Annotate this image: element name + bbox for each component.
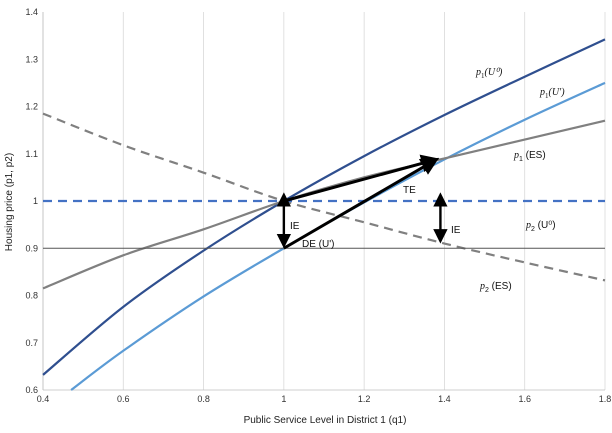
y-tick-label: 0.8 <box>25 291 38 301</box>
label-p2-ES-sub: 2 <box>485 287 489 294</box>
y-tick-label: 1.1 <box>25 149 38 159</box>
label-p2-U0-arg: (U⁰) <box>535 220 556 231</box>
label-IE-left: IE <box>290 221 300 232</box>
label-p2-ES-arg: (ES) <box>489 281 512 292</box>
label-p2-ES-main: p <box>479 281 485 292</box>
x-tick-label: 1.2 <box>358 394 371 404</box>
label-p2-U0-sub: 2 <box>531 226 535 233</box>
label-p1-Uprime: p1(U′) <box>539 87 565 100</box>
x-tick-label: 0.8 <box>197 394 210 404</box>
y-tick-label: 1.4 <box>25 7 38 17</box>
label-p1-Uprime-sub: 1 <box>545 92 549 100</box>
x-tick-label: 0.6 <box>117 394 130 404</box>
label-p1-ES-arg: (ES) <box>523 150 546 161</box>
y-tick-label: 1.3 <box>25 54 38 64</box>
label-p1-U0-main: p <box>475 67 481 78</box>
label-p1-Uprime-main: p <box>539 87 545 98</box>
label-p1-ES: p1 (ES) <box>513 150 546 163</box>
arrow-layer <box>276 154 448 250</box>
y-tick-label: 0.6 <box>25 385 38 395</box>
x-tick-label: 1 <box>281 394 286 404</box>
label-p2-U0-main: p <box>525 220 531 231</box>
x-tick-label: 0.4 <box>37 394 50 404</box>
series-line-p2-es- <box>42 112 606 282</box>
label-IE-right: IE <box>451 225 461 236</box>
effect-arrow <box>283 154 440 203</box>
label-p1-U0: p1(U⁰) <box>475 67 503 80</box>
label-p1-U0-arg: (U⁰) <box>485 67 504 78</box>
label-p1-Uprime-arg: (U′) <box>549 87 566 98</box>
series-layer <box>42 38 606 391</box>
label-p2-ES: p2 (ES) <box>479 281 512 294</box>
label-p1-U0-sub: 1 <box>481 72 485 80</box>
label-TE: TE <box>403 185 416 196</box>
y-tick-label: 1 <box>33 196 38 206</box>
x-axis-title: Public Service Level in District 1 (q1) <box>244 415 407 426</box>
effect-arrow <box>283 157 439 250</box>
label-p2-U0: p2 (U⁰) <box>525 220 556 233</box>
series-line-p1-u- <box>42 38 606 376</box>
y-tick-label: 1.2 <box>25 102 38 112</box>
y-tick-label: 0.7 <box>25 338 38 348</box>
y-tick-label: 0.9 <box>25 243 38 253</box>
label-p1-ES-main: p <box>513 150 519 161</box>
grid-layer <box>42 12 606 391</box>
x-tick-label: 1.4 <box>438 394 451 404</box>
label-p1-ES-sub: 1 <box>519 156 523 163</box>
tick-layer: 0.4 0.6 0.8 1 1.2 1.4 1.6 1.80.60.70.80.911.11.… <box>25 7 611 404</box>
label-DE: DE (U') <box>302 239 334 250</box>
x-tick-label: 1.8 <box>599 394 612 404</box>
x-tick-label: 1.6 <box>518 394 531 404</box>
y-axis-title: Housing price (p1, p2) <box>4 153 15 251</box>
